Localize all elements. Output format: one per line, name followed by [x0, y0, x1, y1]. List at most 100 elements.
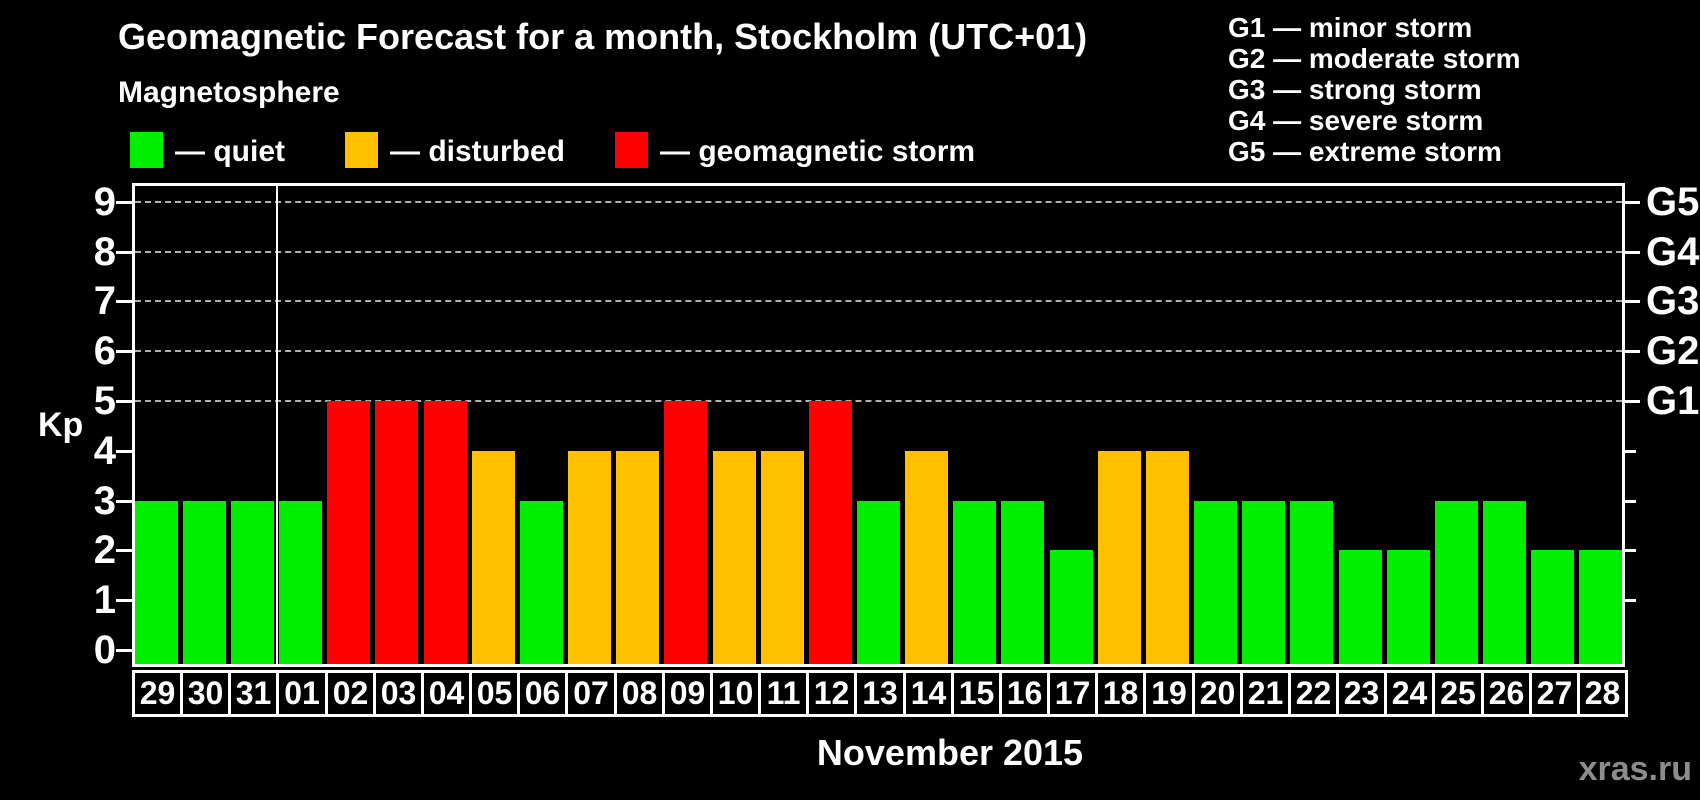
day-label-cell-16: 16: [999, 670, 1050, 717]
kp-bar-day-27: [1531, 550, 1575, 664]
y-tick-label-4: 4: [93, 428, 116, 473]
kp-bar-day-07: [568, 450, 612, 664]
y-tick-label-0: 0: [93, 628, 116, 672]
day-label-cell-27: 27: [1529, 670, 1580, 717]
day-label-cell-26: 26: [1481, 670, 1532, 717]
g2-legend-line: G2 — moderate storm: [1228, 43, 1521, 74]
day-label-cell-24: 24: [1384, 670, 1435, 717]
right-axis-minor-tick-2: [1625, 549, 1636, 553]
y-tick-label-7: 7: [93, 279, 116, 324]
day-label-cell-01: 01: [276, 670, 328, 717]
day-label-cell-28: 28: [1577, 670, 1628, 717]
day-label-cell-30: 30: [180, 670, 231, 717]
kp-bar-day-24: [1386, 550, 1430, 664]
kp-bar-day-17: [1049, 550, 1093, 664]
right-axis-tick-g2: [1625, 350, 1640, 354]
quiet-legend-swatch: [130, 132, 163, 168]
kp-gridline-8: [135, 250, 1622, 253]
day-label-cell-22: 22: [1288, 670, 1339, 717]
left-axis-tick-9: [116, 200, 132, 204]
kp-gridline-9: [135, 200, 1622, 203]
day-label-cell-17: 17: [1047, 670, 1098, 717]
g-level-label-g2: G2: [1646, 329, 1700, 374]
kp-bar-day-11: [760, 450, 804, 664]
disturbed-legend-swatch: [345, 132, 378, 168]
y-axis-title: Kp: [38, 406, 84, 444]
g-level-label-g1: G1: [1646, 379, 1700, 423]
day-label-cell-08: 08: [614, 670, 665, 717]
g-scale-legend: G1 — minor storm G2 — moderate storm G3 …: [1228, 12, 1521, 167]
y-tick-label-2: 2: [93, 528, 116, 573]
y-tick-label-9: 9: [93, 179, 116, 224]
left-axis-tick-0: [116, 649, 132, 652]
g-level-label-g4: G4: [1646, 229, 1700, 274]
kp-bar-day-13: [857, 500, 900, 664]
day-label-cell-13: 13: [854, 670, 906, 717]
y-tick-label-5: 5: [93, 379, 116, 423]
right-axis-minor-tick-4: [1625, 449, 1636, 453]
day-label-cell-04: 04: [421, 670, 472, 717]
kp-bar-day-14: [905, 450, 949, 664]
kp-gridline-6: [135, 350, 1622, 353]
kp-bar-day-21: [1242, 500, 1286, 664]
left-axis-tick-7: [116, 300, 132, 304]
storm-legend-label: — geomagnetic storm: [660, 135, 976, 168]
day-label-cell-20: 20: [1192, 670, 1243, 717]
day-label-cell-03: 03: [373, 670, 424, 717]
day-label-row: 29 30 31 01 02 03 04 05 06 07 08 09 10 11 12 13 14 15 16 17…: [132, 670, 1628, 717]
y-tick-label-3: 3: [93, 478, 116, 523]
kp-bar-day-04: [423, 401, 467, 664]
kp-bar-day-10: [712, 450, 756, 664]
month-label: November 2015: [816, 732, 1084, 773]
month-boundary-line: [276, 186, 279, 664]
kp-bar-day-01: [279, 500, 323, 664]
day-label-cell-10: 10: [710, 670, 761, 717]
y-tick-label-8: 8: [93, 229, 116, 274]
right-axis-tick-g4: [1625, 250, 1640, 254]
kp-bar-day-09: [664, 401, 708, 664]
day-label-cell-15: 15: [951, 670, 1002, 717]
kp-bar-day-29: [134, 500, 178, 664]
kp-gridline-7: [135, 300, 1622, 303]
day-label-cell-21: 21: [1240, 670, 1291, 717]
kp-bar-day-23: [1338, 550, 1382, 664]
day-label-cell-25: 25: [1432, 670, 1484, 717]
kp-bar-day-20: [1194, 500, 1238, 664]
left-axis-tick-6: [116, 350, 132, 354]
left-axis-tick-8: [116, 250, 132, 254]
kp-bar-day-19: [1145, 450, 1189, 664]
disturbed-legend-label: — disturbed: [390, 135, 566, 168]
day-label-cell-02: 02: [325, 670, 376, 717]
chart-title: Geomagnetic Forecast for a month, Stockh…: [118, 16, 1088, 57]
kp-bar-day-02: [327, 401, 371, 664]
y-tick-label-1: 1: [93, 578, 116, 623]
right-axis-tick-g5: [1625, 200, 1640, 204]
left-axis-tick-4: [116, 449, 132, 453]
left-axis-tick-2: [116, 549, 132, 553]
day-label-cell-07: 07: [565, 670, 617, 717]
storm-legend-swatch: [615, 132, 648, 168]
left-axis-tick-5: [116, 400, 132, 403]
kp-bar-day-15: [953, 500, 997, 664]
day-label-cell-29: 29: [132, 670, 183, 717]
left-axis-tick-3: [116, 499, 132, 503]
day-label-cell-14: 14: [903, 670, 954, 717]
right-axis-minor-tick-3: [1625, 499, 1636, 503]
right-axis-tick-g3: [1625, 300, 1640, 304]
day-label-cell-31: 31: [228, 670, 279, 717]
day-label-cell-05: 05: [469, 670, 520, 717]
kp-bar-day-26: [1483, 500, 1527, 664]
g4-legend-line: G4 — severe storm: [1228, 105, 1484, 136]
kp-bar-day-06: [519, 500, 563, 664]
g5-legend-line: G5 — extreme storm: [1228, 136, 1502, 167]
kp-bar-day-16: [1001, 500, 1045, 664]
day-label-cell-09: 09: [662, 670, 713, 717]
kp-bar-day-12: [808, 401, 852, 664]
watermark: xras.ru: [1578, 750, 1692, 788]
kp-bar-day-30: [182, 500, 226, 664]
kp-bar-day-08: [616, 450, 660, 664]
kp-bar-day-31: [230, 500, 274, 664]
right-axis-tick-g1: [1625, 400, 1640, 403]
g3-legend-line: G3 — strong storm: [1228, 74, 1482, 105]
